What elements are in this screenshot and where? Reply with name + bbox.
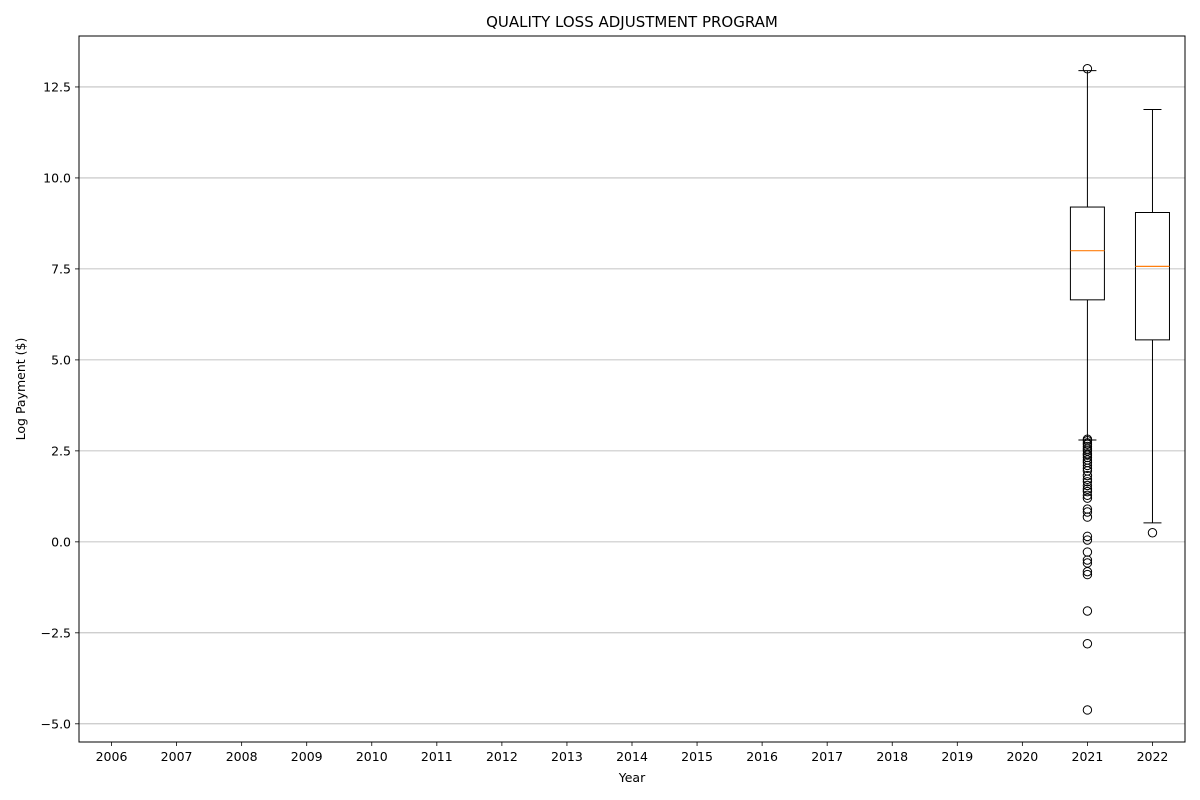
outlier-point xyxy=(1082,480,1093,491)
x-tick-label: 2022 xyxy=(1137,749,1169,764)
outlier-point xyxy=(1082,439,1093,450)
outlier-point xyxy=(1082,463,1093,474)
x-tick-label: 2010 xyxy=(356,749,388,764)
box-2021 xyxy=(1069,64,1105,715)
x-tick-label: 2020 xyxy=(1006,749,1038,764)
box-2022 xyxy=(1134,109,1170,538)
outlier-point xyxy=(1082,64,1093,74)
y-tick-label: 7.5 xyxy=(51,261,71,276)
x-tick-label: 2006 xyxy=(96,749,128,764)
y-tick-label: −5.0 xyxy=(41,716,71,731)
outlier-point xyxy=(1082,490,1093,500)
x-tick-label: 2012 xyxy=(486,749,518,764)
y-axis-label: Log Payment ($) xyxy=(13,338,28,441)
x-tick-label: 2009 xyxy=(291,749,323,764)
outlier-point xyxy=(1082,470,1093,481)
x-tick-label: 2007 xyxy=(161,749,193,764)
x-axis-ticks: 2006 2007 2008 2009 2010 2011 2012 2013 2014 2015… xyxy=(96,742,1169,764)
outlier-point xyxy=(1082,639,1093,649)
outlier-point xyxy=(1082,705,1093,715)
outlier-point xyxy=(1082,493,1093,503)
outlier-point xyxy=(1082,460,1093,471)
outlier-point xyxy=(1082,477,1093,487)
outlier-point xyxy=(1082,547,1093,557)
x-tick-label: 2016 xyxy=(746,749,778,764)
outlier-point xyxy=(1082,555,1093,565)
y-tick-label: −2.5 xyxy=(41,625,71,640)
outlier-point xyxy=(1082,535,1093,545)
outlier-point xyxy=(1082,507,1093,517)
outlier-point xyxy=(1082,446,1093,456)
x-tick-label: 2018 xyxy=(876,749,908,764)
outlier-point xyxy=(1082,606,1093,616)
outlier-point xyxy=(1147,528,1158,538)
outlier-point xyxy=(1082,531,1093,542)
iqr-box xyxy=(1069,206,1105,301)
x-tick-label: 2017 xyxy=(811,749,843,764)
y-tick-label: 12.5 xyxy=(43,79,71,94)
y-tick-label: 2.5 xyxy=(51,443,71,458)
x-tick-label: 2011 xyxy=(421,749,453,764)
outlier-point xyxy=(1082,569,1093,580)
x-tick-label: 2015 xyxy=(681,749,713,764)
plot-area-frame xyxy=(78,35,1186,743)
chart-title: QUALITY LOSS ADJUSTMENT PROGRAM xyxy=(486,13,778,31)
outlier-point xyxy=(1082,450,1093,460)
iqr-box xyxy=(1134,212,1170,341)
x-axis-label: Year xyxy=(618,770,646,785)
outlier-point xyxy=(1082,474,1093,484)
x-tick-label: 2013 xyxy=(551,749,583,764)
x-tick-label: 2014 xyxy=(616,749,648,764)
box-series xyxy=(1069,64,1170,715)
y-axis-ticks: −5.0 −2.5 0.0 2.5 5.0 7.5 10.0 12.5 xyxy=(41,79,79,731)
x-tick-label: 2008 xyxy=(226,749,258,764)
y-tick-label: 0.0 xyxy=(51,534,71,549)
outlier-point xyxy=(1082,486,1093,497)
outlier-point xyxy=(1082,484,1093,494)
outlier-point xyxy=(1082,566,1093,577)
x-tick-label: 2021 xyxy=(1072,749,1104,764)
grid-lines xyxy=(79,86,1185,725)
outlier-point xyxy=(1082,512,1093,522)
y-tick-label: 10.0 xyxy=(43,170,71,185)
y-tick-label: 5.0 xyxy=(51,352,71,367)
x-tick-label: 2019 xyxy=(941,749,973,764)
